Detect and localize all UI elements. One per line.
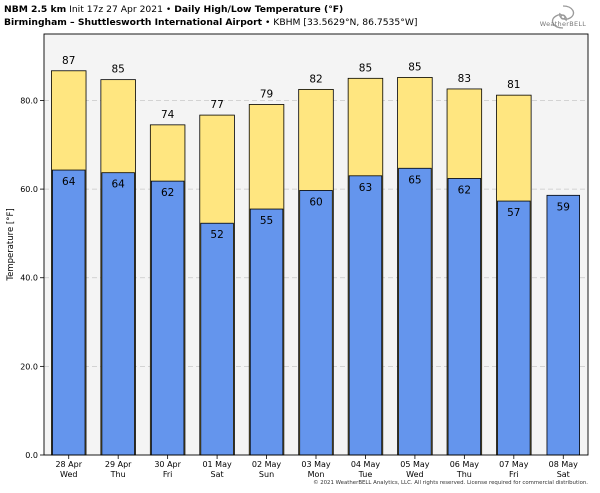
x-tick-date-label: 01 May (202, 460, 232, 469)
x-tick-day-label: Sun (259, 470, 274, 479)
high-temp-label: 85 (111, 64, 124, 76)
high-temp-label: 81 (507, 79, 520, 91)
low-temp-bar (101, 172, 135, 456)
low-temp-label: 52 (210, 229, 223, 241)
high-temp-label: 77 (210, 99, 223, 111)
x-tick-date-label: 05 May (400, 460, 430, 469)
station-coords: • KBHM [33.5629°N, 86.7535°W] (262, 17, 418, 28)
low-temp-label: 63 (359, 182, 372, 194)
low-temp-bar (398, 167, 432, 456)
station-name: Birmingham – Shuttlesworth International… (4, 17, 263, 28)
header-line-2: Birmingham – Shuttlesworth International… (4, 16, 524, 29)
init-time: Init 17z 27 Apr 2021 • (66, 4, 175, 15)
x-tick-date-label: 07 May (499, 460, 529, 469)
plot-frame (43, 33, 589, 456)
y-tick-label: 20.0 (20, 362, 38, 371)
bar-labels: 87 64 85 64 74 62 77 52 79 55 82 60 85 63 85 65 83 62 81 57… (62, 55, 570, 241)
x-tick-date-label: 30 Apr (154, 460, 181, 469)
x-tick-day-label: Fri (509, 470, 519, 479)
y-tick-label: 0.0 (25, 451, 38, 460)
low-temp-label: 59 (557, 201, 570, 213)
x-tick-date-label: 28 Apr (55, 460, 82, 469)
low-temp-bar (447, 178, 482, 456)
low-temp-bar (249, 208, 284, 456)
x-tick-day-label: Tue (358, 470, 373, 479)
low-temp-bar (200, 222, 234, 456)
x-tick-date-label: 08 May (549, 460, 579, 469)
chart-title: Daily High/Low Temperature (°F) (174, 4, 344, 15)
low-temp-label: 57 (507, 207, 520, 219)
model-name: NBM 2.5 km (4, 4, 67, 15)
low-temp-bar (299, 190, 333, 456)
low-temp-bar (52, 169, 86, 456)
x-tick-date-label: 29 Apr (105, 460, 132, 469)
x-tick-date-label: 06 May (450, 460, 480, 469)
low-temp-bar (150, 180, 185, 456)
low-temp-label: 64 (62, 176, 76, 188)
x-tick-date-label: 04 May (351, 460, 381, 469)
x-tick-date-label: 02 May (252, 460, 282, 469)
low-temp-bar (546, 194, 580, 456)
high-temp-label: 83 (458, 73, 471, 85)
x-tick-day-label: Fri (163, 470, 173, 479)
high-temp-label: 82 (309, 73, 322, 85)
x-tick-day-label: Thu (456, 470, 472, 479)
low-temp-label: 62 (458, 184, 471, 196)
y-tick-label: 80.0 (20, 96, 38, 105)
copyright-footer: © 2021 WeatherBELL Analytics, LLC. All r… (313, 480, 588, 486)
y-axis-label: Temperature [°F] (6, 208, 16, 281)
high-temp-label: 79 (260, 88, 273, 100)
x-tick-day-label: Wed (406, 470, 423, 479)
y-tick-label: 60.0 (20, 185, 38, 194)
low-temp-label: 65 (408, 174, 421, 186)
high-temp-label: 87 (62, 55, 75, 67)
x-tick-day-label: Sat (211, 470, 224, 479)
weatherbell-swirl-icon (551, 5, 575, 29)
header-line-1: NBM 2.5 km Init 17z 27 Apr 2021 • Daily … (4, 3, 524, 16)
y-tick-label: 40.0 (20, 274, 38, 283)
x-tick-day-label: Wed (60, 470, 77, 479)
x-tick-day-label: Sat (557, 470, 570, 479)
high-temp-label: 74 (161, 109, 175, 121)
x-tick-day-label: Mon (308, 470, 325, 479)
x-tick-day-label: Thu (110, 470, 126, 479)
logo-text: WeatherBELL (539, 20, 587, 28)
low-temp-bar (497, 200, 531, 456)
bars (51, 70, 580, 456)
weatherbell-logo: WeatherBELL (528, 2, 598, 32)
high-temp-label: 85 (408, 61, 421, 73)
low-temp-label: 60 (309, 196, 322, 208)
low-temp-label: 64 (111, 179, 125, 191)
low-temp-label: 55 (260, 215, 273, 227)
low-temp-label: 62 (161, 187, 174, 199)
low-temp-bar (348, 175, 383, 456)
high-temp-label: 85 (359, 62, 372, 74)
x-tick-date-label: 03 May (301, 460, 331, 469)
chart-header: NBM 2.5 km Init 17z 27 Apr 2021 • Daily … (4, 3, 524, 29)
